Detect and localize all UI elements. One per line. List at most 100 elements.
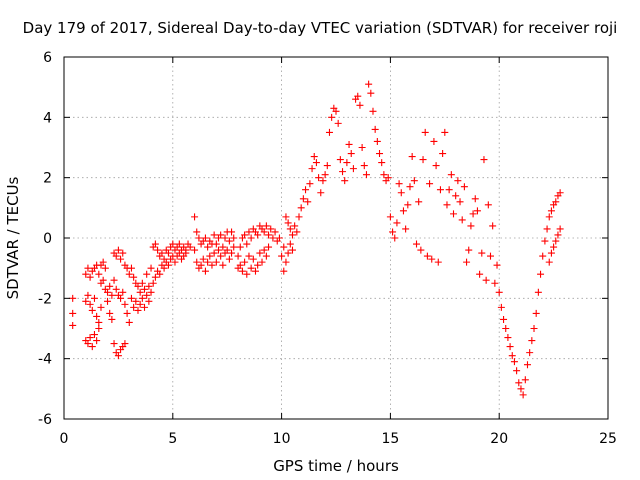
- data-point: [262, 252, 270, 260]
- data-point: [447, 171, 455, 179]
- data-point: [260, 246, 268, 254]
- data-point: [513, 367, 521, 375]
- data-point: [228, 249, 236, 257]
- data-point: [136, 300, 144, 308]
- data-point: [221, 234, 229, 242]
- data-point: [436, 186, 444, 194]
- data-point: [114, 352, 122, 360]
- chart-title: Day 179 of 2017, Sidereal Day-to-day VTE…: [23, 19, 618, 37]
- data-point: [413, 240, 421, 248]
- data-point: [238, 267, 246, 275]
- x-axis-label: GPS time / hours: [273, 457, 399, 475]
- data-point: [284, 219, 292, 227]
- data-point: [476, 270, 484, 278]
- y-tick-label: -6: [38, 412, 52, 428]
- data-point: [88, 343, 96, 351]
- data-point: [86, 300, 94, 308]
- data-point: [500, 315, 508, 323]
- data-point: [432, 162, 440, 170]
- data-point: [493, 261, 501, 269]
- data-point: [404, 201, 412, 209]
- data-point: [69, 309, 77, 317]
- data-point: [219, 243, 227, 251]
- data-point: [508, 352, 516, 360]
- data-point: [251, 267, 259, 275]
- data-point: [193, 258, 201, 266]
- data-point: [130, 273, 138, 281]
- data-point: [417, 246, 425, 254]
- data-point: [288, 231, 296, 239]
- data-point: [315, 174, 323, 182]
- data-point: [249, 255, 257, 263]
- data-point: [230, 234, 238, 242]
- data-point: [545, 213, 553, 221]
- data-point: [127, 294, 135, 302]
- data-point: [86, 273, 94, 281]
- data-point: [97, 303, 105, 311]
- data-point: [491, 279, 499, 287]
- x-tick-label: 20: [490, 431, 508, 447]
- data-point: [341, 177, 349, 185]
- data-point: [143, 270, 151, 278]
- data-point: [293, 228, 301, 236]
- data-point: [421, 128, 429, 136]
- data-point: [210, 249, 218, 257]
- y-tick-label: 2: [43, 171, 52, 187]
- data-point: [90, 331, 98, 339]
- data-point: [186, 243, 194, 251]
- data-point: [158, 249, 166, 257]
- data-point: [241, 258, 249, 266]
- data-point: [552, 198, 560, 206]
- data-point: [134, 282, 142, 290]
- data-point: [460, 183, 468, 191]
- data-point: [532, 309, 540, 317]
- data-point: [201, 267, 209, 275]
- data-point: [545, 258, 553, 266]
- x-tick-label: 15: [381, 431, 399, 447]
- data-point: [243, 270, 251, 278]
- data-point: [356, 101, 364, 109]
- data-point: [121, 340, 129, 348]
- data-point: [247, 234, 255, 242]
- data-point: [262, 222, 270, 230]
- data-point: [243, 240, 251, 248]
- data-point: [426, 180, 434, 188]
- data-point: [430, 137, 438, 145]
- data-point: [204, 243, 212, 251]
- data-point: [345, 140, 353, 148]
- data-point: [391, 234, 399, 242]
- data-point: [271, 228, 279, 236]
- data-point: [454, 177, 462, 185]
- data-point: [286, 225, 294, 233]
- data-point: [554, 231, 562, 239]
- data-point: [467, 222, 475, 230]
- data-point: [201, 234, 209, 242]
- data-point: [236, 243, 244, 251]
- data-point: [506, 343, 514, 351]
- data-point: [112, 252, 120, 260]
- y-tick-label: 6: [43, 50, 52, 66]
- data-point: [552, 237, 560, 245]
- data-point: [556, 189, 564, 197]
- data-point: [145, 297, 153, 305]
- data-point: [339, 168, 347, 176]
- data-point: [471, 195, 479, 203]
- data-point: [312, 159, 320, 167]
- data-point: [225, 255, 233, 263]
- data-point: [245, 252, 253, 260]
- data-point: [69, 294, 77, 302]
- data-point: [297, 204, 305, 212]
- data-point: [486, 252, 494, 260]
- data-point: [395, 180, 403, 188]
- data-point: [256, 249, 264, 257]
- data-point: [336, 156, 344, 164]
- data-point: [295, 213, 303, 221]
- x-tick-label: 5: [168, 431, 177, 447]
- data-point: [147, 288, 155, 296]
- data-point: [93, 337, 101, 345]
- data-point: [108, 315, 116, 323]
- data-point: [191, 246, 199, 254]
- data-point: [519, 391, 527, 399]
- data-point: [360, 162, 368, 170]
